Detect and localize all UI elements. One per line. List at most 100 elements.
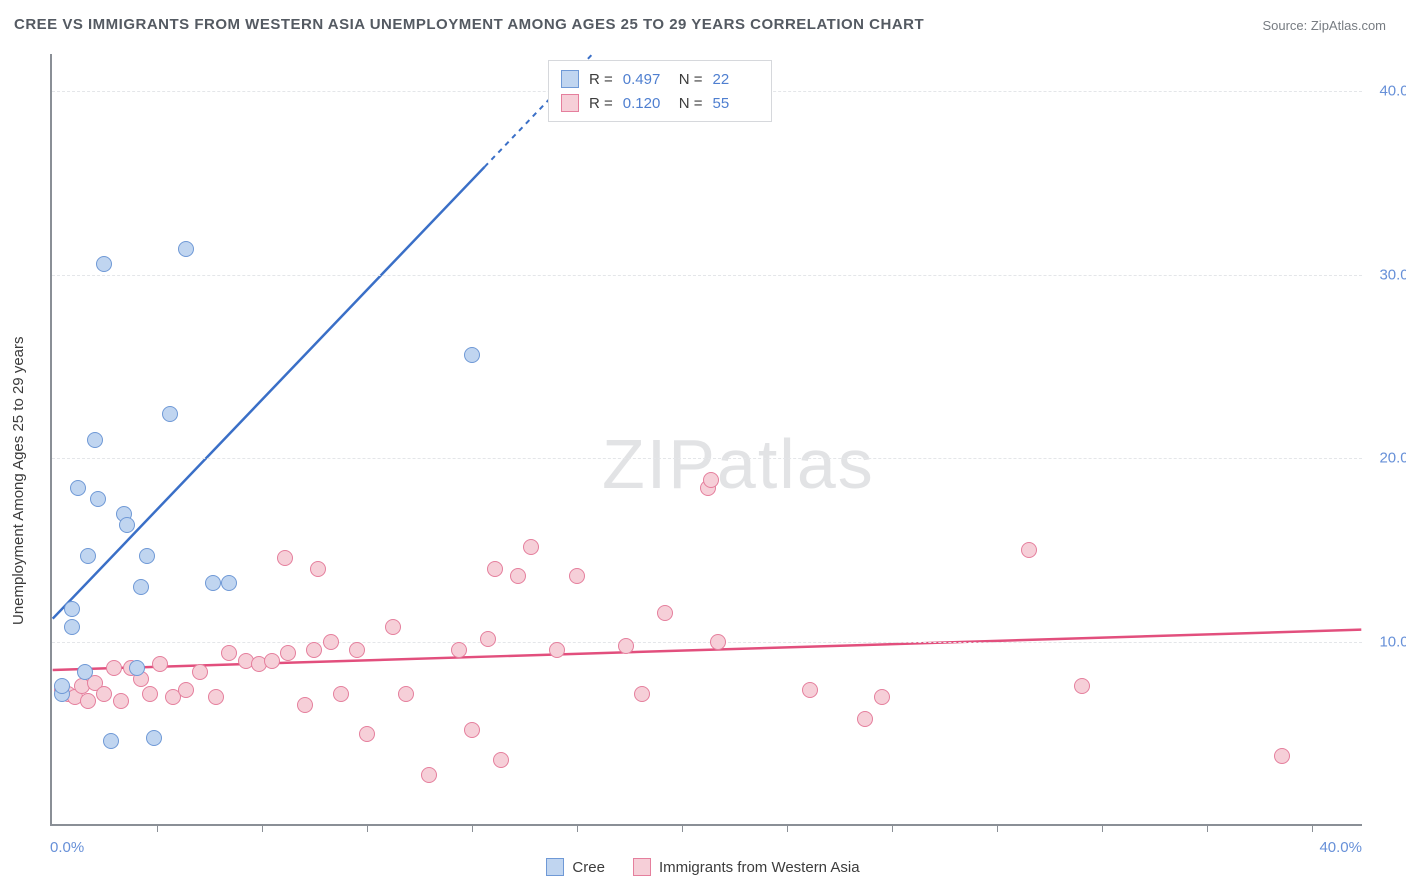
y-axis-label: Unemployment Among Ages 25 to 29 years	[10, 336, 27, 625]
data-point	[113, 693, 129, 709]
data-point	[80, 548, 96, 564]
data-point	[421, 767, 437, 783]
data-point	[178, 241, 194, 257]
data-point	[306, 642, 322, 658]
data-point	[451, 642, 467, 658]
data-point	[385, 619, 401, 635]
r-label: R =	[589, 95, 613, 112]
n-value-cree: 22	[713, 71, 759, 88]
legend-swatch-cree	[546, 858, 564, 876]
data-point	[129, 660, 145, 676]
data-point	[333, 686, 349, 702]
x-tick	[1312, 824, 1313, 832]
data-point	[64, 619, 80, 635]
legend-swatch-immigrants	[633, 858, 651, 876]
swatch-cree	[561, 70, 579, 88]
data-point	[323, 634, 339, 650]
y-tick-label: 10.0%	[1379, 634, 1406, 651]
data-point	[119, 517, 135, 533]
n-value-immigrants: 55	[713, 95, 759, 112]
chart-title: CREE VS IMMIGRANTS FROM WESTERN ASIA UNE…	[14, 16, 924, 33]
data-point	[54, 678, 70, 694]
x-tick	[1207, 824, 1208, 832]
gridline-h	[52, 275, 1362, 276]
plot-area: ZIPatlas 10.0%20.0%30.0%40.0%	[50, 54, 1362, 826]
trend-line-cree	[53, 167, 485, 619]
x-tick	[367, 824, 368, 832]
legend-item-immigrants: Immigrants from Western Asia	[633, 858, 860, 876]
x-tick-label: 0.0%	[50, 839, 84, 856]
x-tick	[157, 824, 158, 832]
watermark: ZIPatlas	[602, 424, 875, 504]
x-tick	[892, 824, 893, 832]
x-tick	[682, 824, 683, 832]
data-point	[802, 682, 818, 698]
data-point	[874, 689, 890, 705]
legend: Cree Immigrants from Western Asia	[0, 858, 1406, 876]
data-point	[487, 561, 503, 577]
data-point	[133, 579, 149, 595]
y-tick-label: 40.0%	[1379, 82, 1406, 99]
data-point	[64, 601, 80, 617]
data-point	[264, 653, 280, 669]
data-point	[221, 645, 237, 661]
data-point	[398, 686, 414, 702]
data-point	[349, 642, 365, 658]
data-point	[96, 686, 112, 702]
watermark-atlas: atlas	[717, 425, 875, 503]
data-point	[297, 697, 313, 713]
n-label: N =	[679, 95, 703, 112]
y-tick-label: 20.0%	[1379, 450, 1406, 467]
x-tick	[262, 824, 263, 832]
data-point	[139, 548, 155, 564]
data-point	[152, 656, 168, 672]
data-point	[464, 722, 480, 738]
data-point	[162, 406, 178, 422]
legend-item-cree: Cree	[546, 858, 605, 876]
x-tick	[472, 824, 473, 832]
data-point	[1274, 748, 1290, 764]
trend-lines-layer	[52, 54, 1362, 824]
data-point	[106, 660, 122, 676]
swatch-immigrants	[561, 94, 579, 112]
x-tick	[997, 824, 998, 832]
data-point	[618, 638, 634, 654]
legend-label-immigrants: Immigrants from Western Asia	[659, 859, 860, 876]
data-point	[657, 605, 673, 621]
data-point	[310, 561, 326, 577]
r-label: R =	[589, 71, 613, 88]
data-point	[205, 575, 221, 591]
data-point	[634, 686, 650, 702]
data-point	[549, 642, 565, 658]
data-point	[359, 726, 375, 742]
data-point	[103, 733, 119, 749]
gridline-h	[52, 642, 1362, 643]
x-tick-label: 40.0%	[1319, 839, 1362, 856]
data-point	[1074, 678, 1090, 694]
data-point	[178, 682, 194, 698]
data-point	[464, 347, 480, 363]
data-point	[703, 472, 719, 488]
data-point	[493, 752, 509, 768]
source-label: Source: ZipAtlas.com	[1262, 18, 1386, 33]
data-point	[221, 575, 237, 591]
y-tick-label: 30.0%	[1379, 266, 1406, 283]
data-point	[70, 480, 86, 496]
data-point	[1021, 542, 1037, 558]
data-point	[280, 645, 296, 661]
correlation-stats-box: R = 0.497 N = 22 R = 0.120 N = 55	[548, 60, 772, 122]
watermark-zip: ZIP	[602, 425, 717, 503]
gridline-h	[52, 458, 1362, 459]
x-tick	[787, 824, 788, 832]
data-point	[80, 693, 96, 709]
stats-row-immigrants: R = 0.120 N = 55	[561, 91, 759, 115]
r-value-immigrants: 0.120	[623, 95, 669, 112]
data-point	[277, 550, 293, 566]
data-point	[208, 689, 224, 705]
data-point	[510, 568, 526, 584]
data-point	[87, 432, 103, 448]
stats-row-cree: R = 0.497 N = 22	[561, 67, 759, 91]
x-tick	[1102, 824, 1103, 832]
data-point	[710, 634, 726, 650]
data-point	[480, 631, 496, 647]
